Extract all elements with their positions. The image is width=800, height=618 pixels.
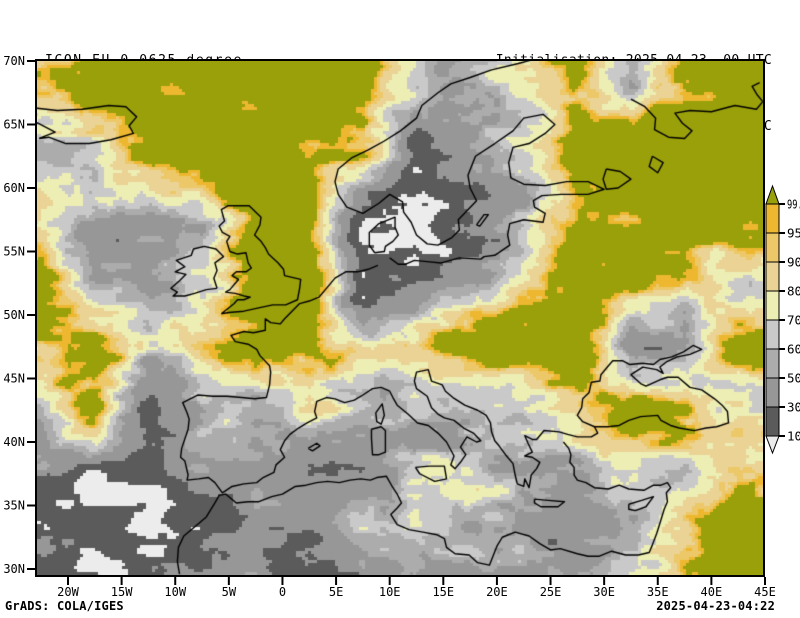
legend-label: 99.5: [787, 197, 800, 212]
legend-label: 70: [787, 313, 800, 328]
legend-segment: [765, 348, 780, 379]
legend-segment: [765, 203, 780, 234]
lon-label: 40E: [701, 585, 723, 599]
legend-label: 95: [787, 226, 800, 241]
lon-label: 45E: [754, 585, 776, 599]
lat-label: 30N: [3, 562, 25, 576]
legend-segment: [765, 406, 780, 437]
map-area: [35, 59, 765, 577]
legend-segment: [765, 261, 780, 292]
lon-label: 10E: [379, 585, 401, 599]
grads-credit: GrADS: COLA/IGES: [5, 599, 124, 613]
lat-label: 65N: [3, 118, 25, 132]
lon-label: 20E: [486, 585, 508, 599]
lon-label: 5W: [222, 585, 237, 599]
legend-label: 90: [787, 255, 800, 270]
lon-label: 15E: [432, 585, 454, 599]
lon-label: 5E: [329, 585, 343, 599]
lat-label: 40N: [3, 435, 25, 449]
lon-label: 30E: [593, 585, 615, 599]
lat-label: 50N: [3, 308, 25, 322]
lat-label: 35N: [3, 499, 25, 513]
legend-label: 50: [787, 371, 800, 386]
legend-label: 30: [787, 400, 800, 415]
lon-label: 35E: [647, 585, 669, 599]
plot-timestamp: 2025-04-23-04:22: [656, 599, 775, 613]
legend-label: 80: [787, 284, 800, 299]
lon-label: 10W: [164, 585, 186, 599]
legend-segment: [765, 290, 780, 321]
lon-label: 20W: [57, 585, 79, 599]
legend-label: 10: [787, 429, 800, 444]
lat-label: 55N: [3, 245, 25, 259]
legend-label: 60: [787, 342, 800, 357]
lon-label: 15W: [111, 585, 133, 599]
legend-bottom-cap: [765, 435, 780, 455]
lat-label: 70N: [3, 54, 25, 68]
lon-label: 25E: [540, 585, 562, 599]
legend-top-cap: [765, 184, 780, 205]
legend-segment: [765, 377, 780, 408]
legend-segment: [765, 232, 780, 263]
lat-label: 60N: [3, 181, 25, 195]
legend-segment: [765, 319, 780, 350]
cloud-raster-canvas: [35, 59, 765, 577]
lat-label: 45N: [3, 372, 25, 386]
lon-label: 0: [279, 585, 286, 599]
